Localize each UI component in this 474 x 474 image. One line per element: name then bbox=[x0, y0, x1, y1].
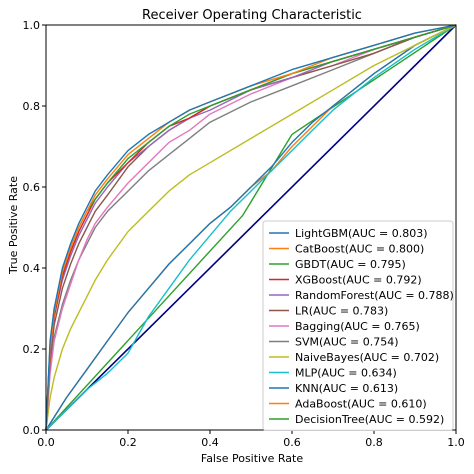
series-line-8 bbox=[45, 24, 457, 431]
diagonal-reference-line bbox=[45, 24, 457, 431]
legend-entry: LightGBM(AUC = 0.803) bbox=[295, 227, 428, 240]
x-tick-label: 0.2 bbox=[119, 436, 137, 449]
y-tick-label: 0.6 bbox=[23, 181, 41, 194]
legend-entry: SVM(AUC = 0.754) bbox=[295, 336, 399, 349]
series-line-10 bbox=[45, 24, 457, 431]
legend: LightGBM(AUC = 0.803) CatBoost(AUC = 0.80… bbox=[262, 220, 454, 431]
legend-entry: GBDT(AUC = 0.795) bbox=[295, 258, 406, 271]
legend-entry: DecisionTree(AUC = 0.592) bbox=[295, 413, 444, 426]
y-axis-label: True Positive Rate bbox=[7, 176, 20, 275]
y-tick-label: 1.0 bbox=[23, 19, 41, 32]
series-line-0 bbox=[45, 24, 457, 431]
legend-entry: KNN(AUC = 0.613) bbox=[295, 382, 398, 395]
legend-entry: XGBoost(AUC = 0.792) bbox=[295, 274, 422, 287]
legend-entry: AdaBoost(AUC = 0.610) bbox=[295, 398, 427, 411]
legend-entry: MLP(AUC = 0.634) bbox=[295, 367, 397, 380]
series-line-9 bbox=[45, 24, 457, 431]
x-tick-label: 1.0 bbox=[447, 436, 465, 449]
legend-entry: LR(AUC = 0.783) bbox=[295, 305, 388, 318]
legend-entry: NaiveBayes(AUC = 0.702) bbox=[295, 351, 439, 364]
legend-entry: RandomForest(AUC = 0.788) bbox=[295, 289, 454, 302]
x-tick-label: 0.0 bbox=[37, 436, 55, 449]
chart-title: Receiver Operating Characteristic bbox=[142, 8, 362, 23]
x-tick-label: 0.6 bbox=[283, 436, 301, 449]
y-tick-label: 0.0 bbox=[23, 424, 41, 437]
y-tick-label: 0.4 bbox=[23, 262, 41, 275]
x-axis-label: False Positive Rate bbox=[201, 452, 303, 465]
legend-box bbox=[262, 220, 454, 431]
y-tick-label: 0.8 bbox=[23, 100, 41, 113]
legend-entry: Bagging(AUC = 0.765) bbox=[295, 320, 420, 333]
series-line-7 bbox=[45, 24, 457, 431]
plot-area: 0.0 0.2 0.4 0.6 0.8 1.0 0.0 0.2 0.4 0.6 0.8 1.0 bbox=[23, 19, 465, 449]
legend-entry: CatBoost(AUC = 0.800) bbox=[295, 243, 424, 256]
plot-frame bbox=[45, 24, 457, 431]
x-tick-label: 0.8 bbox=[365, 436, 383, 449]
series-line-5 bbox=[45, 24, 457, 431]
y-tick-label: 0.2 bbox=[23, 343, 41, 356]
x-tick-label: 0.4 bbox=[201, 436, 219, 449]
